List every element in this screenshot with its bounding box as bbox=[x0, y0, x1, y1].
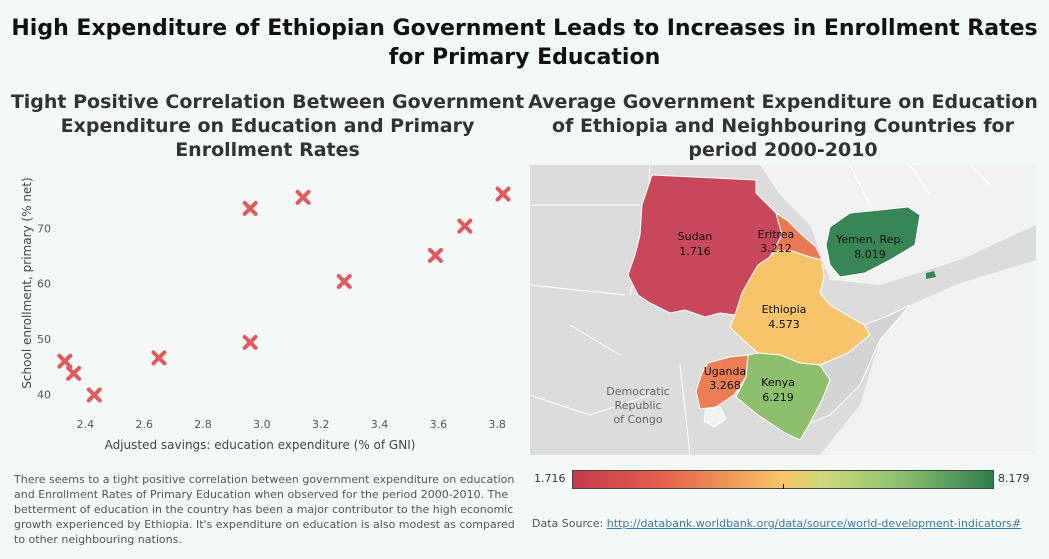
choropleth-map: Sudan 1.716 Eritrea 3.212 Yemen, Rep. 8.… bbox=[530, 165, 1036, 455]
sudan-label: Sudan bbox=[678, 230, 713, 243]
scatter-point bbox=[66, 365, 82, 381]
description-text: There seems to a tight positive correlat… bbox=[14, 473, 515, 546]
sudan-value: 1.716 bbox=[679, 245, 711, 258]
scatter-point bbox=[86, 387, 102, 403]
scatter-point bbox=[242, 334, 258, 350]
scatter-title: Tight Positive Correlation Between Gover… bbox=[10, 91, 525, 161]
page-title: High Expenditure of Ethiopian Government… bbox=[11, 16, 1038, 70]
kenya-label: Kenya bbox=[761, 376, 795, 389]
y-axis-label: School enrollment, primary (% net) bbox=[20, 177, 34, 388]
scatter-point bbox=[495, 186, 511, 202]
colorbar-max-label: 8.179 bbox=[998, 472, 1030, 485]
x-tick-label: 3.6 bbox=[430, 418, 448, 431]
socotra-region bbox=[926, 271, 936, 279]
x-tick-label: 3.8 bbox=[488, 418, 506, 431]
y-tick-label: 70 bbox=[37, 222, 51, 235]
kenya-value: 6.219 bbox=[762, 391, 794, 404]
scatter-chart: 40 50 60 70 2.4 2.6 2.8 3.0 3.2 3.4 3.6 3.8 Adjust… bbox=[20, 177, 511, 452]
y-tick-label: 50 bbox=[37, 333, 51, 346]
scatter-point bbox=[57, 353, 73, 369]
x-tick-label: 3.2 bbox=[312, 418, 330, 431]
x-tick-label: 2.6 bbox=[135, 418, 153, 431]
scatter-point bbox=[151, 350, 167, 366]
drc-label-line1: Democratic bbox=[606, 385, 669, 398]
drc-label-line2: Republic bbox=[614, 399, 661, 412]
data-source-prefix: Data Source: bbox=[532, 517, 607, 530]
scatter-point bbox=[427, 247, 443, 263]
eritrea-label: Eritrea bbox=[758, 228, 795, 241]
data-source: Data Source: http://databank.worldbank.o… bbox=[532, 516, 1042, 531]
uganda-value: 3.268 bbox=[709, 379, 741, 392]
map-title: Average Government Expenditure on Educat… bbox=[528, 91, 1038, 161]
x-tick-label: 2.4 bbox=[77, 418, 95, 431]
scatter-point bbox=[457, 218, 473, 234]
colorbar-tick bbox=[783, 484, 784, 489]
x-tick-label: 3.0 bbox=[253, 418, 271, 431]
x-axis-label: Adjusted savings: education expenditure … bbox=[105, 438, 416, 452]
drc-label-line3: of Congo bbox=[613, 413, 662, 426]
scatter-point bbox=[242, 200, 258, 216]
yemen-label: Yemen, Rep. bbox=[835, 233, 904, 246]
uganda-region bbox=[695, 354, 749, 410]
uganda-label: Uganda bbox=[704, 365, 746, 378]
colorbar-min-label: 1.716 bbox=[534, 472, 566, 485]
ethiopia-value: 4.573 bbox=[768, 318, 800, 331]
x-tick-label: 3.4 bbox=[371, 418, 389, 431]
scatter-point bbox=[295, 189, 311, 205]
ethiopia-label: Ethiopia bbox=[762, 303, 807, 316]
scatter-point bbox=[336, 273, 352, 289]
data-source-link[interactable]: http://databank.worldbank.org/data/sourc… bbox=[606, 517, 1022, 530]
yemen-value: 8.019 bbox=[854, 248, 886, 261]
x-tick-label: 2.8 bbox=[194, 418, 212, 431]
y-tick-label: 40 bbox=[37, 388, 51, 401]
y-tick-label: 60 bbox=[37, 278, 51, 291]
yemen-region bbox=[825, 206, 921, 278]
eritrea-value: 3.212 bbox=[760, 242, 792, 255]
